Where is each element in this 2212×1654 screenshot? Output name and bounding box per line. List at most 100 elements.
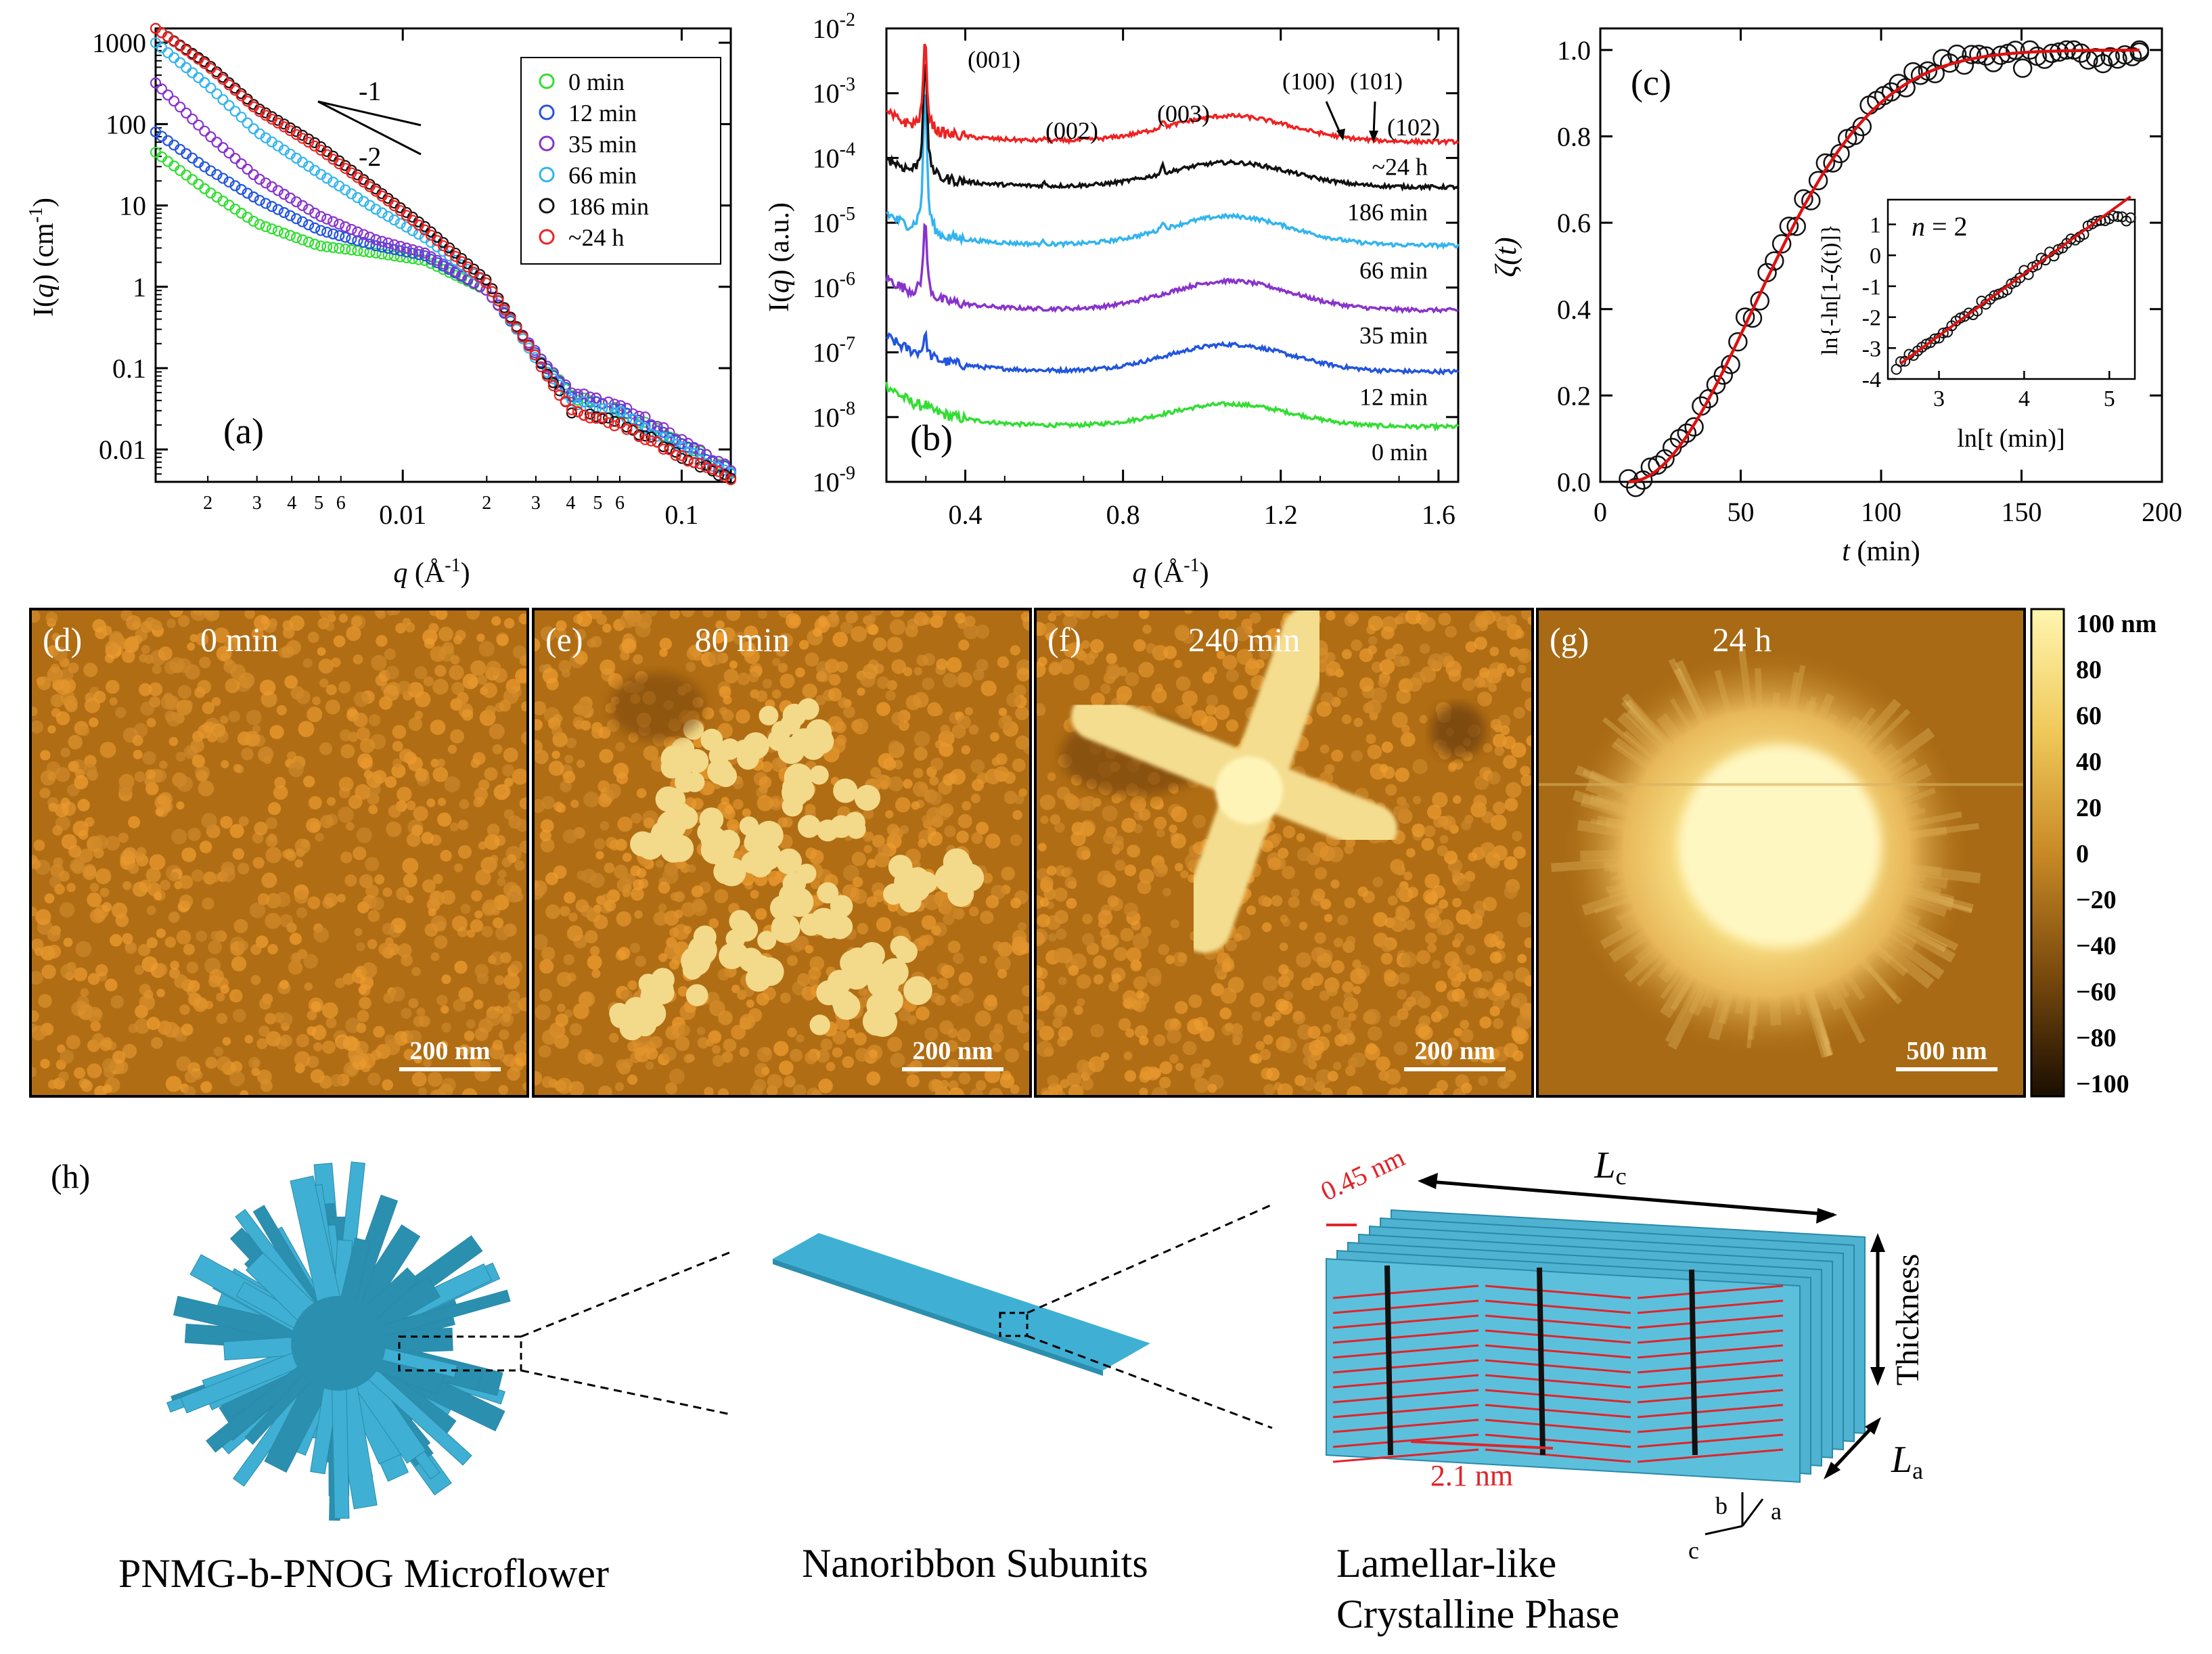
c-point: [1626, 477, 1646, 497]
a-point-5: [578, 409, 590, 421]
inset-xtick-label: 5: [2104, 386, 2115, 411]
afm-grain: [645, 1061, 654, 1070]
afm-aggregate: [895, 940, 918, 963]
afm-grain: [1250, 992, 1265, 1008]
afm-grain: [484, 767, 498, 781]
afm-grain: [916, 654, 928, 667]
afm-grain: [59, 870, 70, 882]
lamella-chain: [1485, 1418, 1631, 1433]
afm-grain: [581, 720, 591, 731]
afm-grain: [403, 1048, 415, 1060]
a-point-2: [235, 158, 247, 170]
afm-grain: [1336, 1016, 1352, 1031]
afm-grain: [1123, 902, 1139, 917]
afm-grain: [1328, 846, 1344, 863]
b-series-label: 35 min: [1359, 321, 1428, 349]
afm-aggregate: [685, 984, 708, 1006]
afm-grain: [246, 709, 262, 725]
afm-aggregate: [947, 869, 972, 894]
inset-annotation: n = 2: [1912, 211, 1968, 242]
afm-grain: [975, 624, 990, 639]
afm-grain: [1461, 1082, 1472, 1094]
afm-grain: [968, 724, 979, 735]
afm-grain: [985, 768, 1001, 785]
afm-grain: [1512, 830, 1522, 841]
schematic-h: (h) PNMG-b-PNOG Microflower Nanoribbon S…: [51, 1142, 1926, 1636]
afm-grain: [1395, 905, 1408, 918]
afm-grain: [399, 748, 413, 763]
a-point-2: [425, 251, 437, 263]
afm-grain: [1068, 1084, 1084, 1096]
a-point-4: [468, 263, 480, 275]
a-point-5: [652, 436, 663, 448]
a-point-1: [401, 246, 412, 258]
a-point-2: [388, 239, 400, 250]
ribbon-zoom-box: [999, 1312, 1029, 1337]
afm-grain: [39, 787, 51, 799]
afm-grain: [1392, 644, 1404, 655]
afm-grain: [1275, 998, 1288, 1012]
afm-grain: [220, 815, 233, 829]
afm-grain: [392, 740, 403, 752]
afm-grain: [1219, 1007, 1232, 1020]
afm-grain: [1077, 797, 1091, 811]
afm-grain: [1048, 933, 1057, 942]
afm-ribbon-core: [1215, 756, 1284, 824]
afm-grain: [1419, 643, 1430, 654]
afm-grain: [417, 1087, 427, 1096]
afm-grain: [298, 721, 315, 738]
afm-grain: [1090, 1024, 1104, 1038]
afm-grain: [700, 631, 710, 642]
peak-label-101: (101): [1350, 68, 1403, 95]
a-point-1: [609, 403, 620, 415]
a-legend-marker: [539, 198, 555, 214]
afm-grain: [553, 713, 563, 724]
afm-aggregate: [799, 913, 822, 936]
afm-grain: [1001, 866, 1015, 881]
afm-grain: [1427, 805, 1442, 820]
afm-grain: [497, 786, 506, 795]
afm-grain: [177, 615, 190, 627]
afm-grain: [1331, 960, 1345, 974]
b-ytick-label: 10-8: [813, 398, 855, 432]
afm-grain: [411, 966, 421, 977]
afm-grain: [1359, 677, 1374, 692]
afm-grain: [385, 665, 399, 680]
afm-grain: [186, 961, 199, 974]
a-point-1: [205, 165, 217, 177]
afm-grain: [358, 985, 367, 994]
chart-a-frame: [154, 27, 732, 483]
afm-grain: [815, 671, 827, 682]
afm-grain: [1451, 870, 1462, 880]
afm-grain: [487, 955, 497, 964]
afm-grain: [1344, 897, 1356, 909]
peak-label-002: (002): [1045, 117, 1098, 144]
afm-grain: [1493, 1018, 1504, 1029]
afm-grain: [538, 1045, 551, 1058]
a-point-2: [639, 411, 651, 423]
afm-grain: [1486, 668, 1502, 684]
afm-grain: [838, 697, 849, 709]
colorbar-tick-label: 40: [2076, 748, 2102, 776]
afm-grain: [1496, 940, 1506, 949]
afm-grain: [30, 720, 43, 734]
afm-grain: [146, 906, 156, 916]
peak-label-003: (003): [1157, 100, 1210, 127]
afm-grain: [1316, 701, 1332, 717]
afm-grain: [862, 808, 874, 820]
b-ytick-label: 10-3: [813, 74, 855, 109]
afm-grain: [259, 679, 276, 696]
a-point-4: [462, 258, 474, 269]
afm-grain: [1487, 772, 1501, 785]
afm-grain: [1420, 1048, 1437, 1065]
afm-grain: [936, 658, 948, 671]
afm-grain: [1439, 834, 1449, 844]
afm-grain: [756, 992, 769, 1006]
afm-grain: [356, 1023, 367, 1033]
a-point-5: [480, 277, 492, 289]
a-point-5: [229, 85, 241, 96]
afm-grain: [545, 904, 560, 919]
a-point-0: [284, 229, 296, 242]
